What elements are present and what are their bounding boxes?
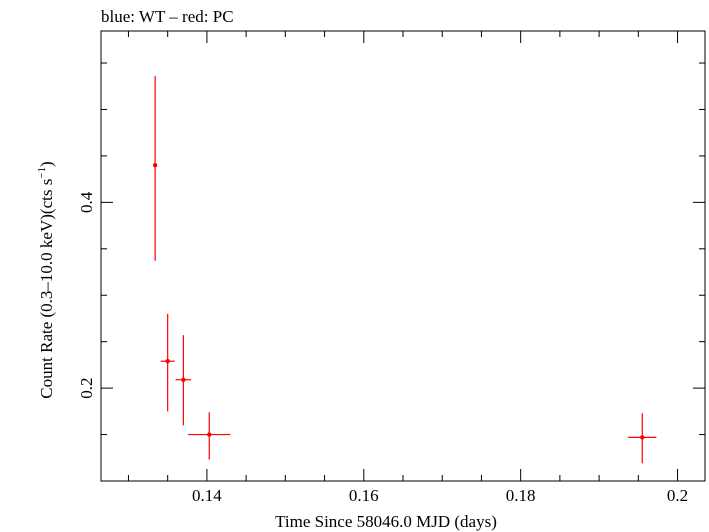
data-point bbox=[152, 76, 158, 261]
x-tick-label: 0.18 bbox=[506, 486, 536, 505]
data-point bbox=[628, 413, 657, 464]
data-marker bbox=[165, 358, 170, 364]
axis-ticks bbox=[101, 31, 705, 482]
x-tick-label: 0.16 bbox=[349, 486, 379, 505]
y-axis-label-tail: ) bbox=[37, 161, 56, 167]
chart-header: blue: WT – red: PC bbox=[101, 7, 234, 26]
data-marker bbox=[181, 377, 186, 382]
data-marker bbox=[640, 435, 645, 440]
y-axis-label: Count Rate (0.3–10.0 keV)(cts s−1) bbox=[36, 161, 56, 398]
x-tick-label: 0.14 bbox=[192, 486, 222, 505]
y-axis-label-main: Count Rate (0.3–10.0 keV)(cts s bbox=[37, 179, 56, 399]
data-marker bbox=[152, 163, 158, 168]
y-tick-label: 0.2 bbox=[77, 377, 96, 398]
data-points bbox=[152, 76, 657, 464]
data-point bbox=[188, 412, 231, 460]
y-tick-label: 0.4 bbox=[77, 191, 96, 213]
plot-frame bbox=[100, 30, 706, 482]
x-tick-label: 0.2 bbox=[667, 486, 688, 505]
y-axis-label-sup: −1 bbox=[36, 167, 48, 179]
data-point bbox=[175, 335, 192, 426]
x-axis-label: Time Since 58046.0 MJD (days) bbox=[275, 512, 497, 531]
data-marker bbox=[207, 432, 212, 437]
data-point bbox=[160, 313, 175, 412]
tick-labels: 0.14 0.16 0.18 0.2 0.2 0.4 bbox=[77, 191, 688, 505]
